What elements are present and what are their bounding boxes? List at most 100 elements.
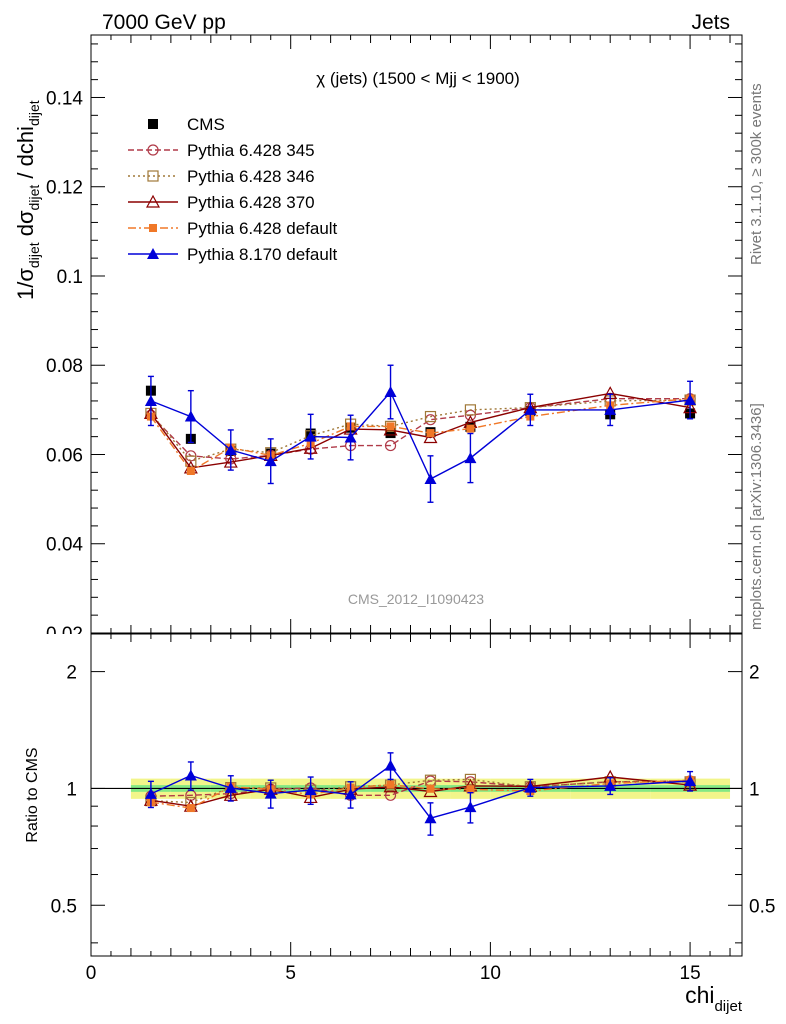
data-point	[224, 781, 237, 793]
legend-entry: Pythia 6.428 345	[128, 141, 315, 160]
series-line	[150, 779, 691, 809]
series-4	[144, 752, 697, 836]
main-ytick-label: 0.12	[46, 178, 83, 199]
data-point	[524, 781, 537, 793]
main-ytick-label: 0.1	[57, 267, 83, 288]
mcplots-label: mcplots.cern.ch [arXiv:1306.3436]	[748, 403, 765, 630]
series-line	[150, 390, 691, 480]
ylabel-subscript: dijet	[26, 242, 42, 268]
header-left: 7000 GeV pp	[102, 11, 226, 34]
data-point	[304, 784, 317, 796]
xlabel-part: chi	[685, 982, 714, 1008]
data-point	[184, 769, 197, 781]
main-ytick-label: 0.08	[46, 356, 83, 377]
data-point	[264, 455, 277, 467]
data-point	[144, 394, 157, 406]
data-point	[464, 773, 477, 786]
data-point	[464, 801, 477, 813]
data-point	[384, 439, 397, 452]
legend-label: Pythia 8.170 default	[187, 245, 338, 264]
ylabel-part: / dchi	[13, 126, 38, 185]
legend-entry: Pythia 6.428 default	[128, 219, 338, 238]
legend-marker	[147, 144, 159, 156]
data-point	[184, 410, 197, 422]
legend-label: CMS	[187, 115, 225, 134]
data-point	[384, 386, 397, 398]
series-5	[144, 364, 697, 503]
xtick-label: 10	[480, 963, 501, 984]
rivet-label: Rivet 3.1.10, ≥ 300k events	[748, 83, 765, 265]
ratio-ytick-label-right: 0.5	[749, 896, 775, 917]
legend: CMS Pythia 6.428 345 Pythia 6.428 346 Pythi…	[128, 115, 338, 264]
ylabel-part: dσ	[13, 210, 38, 242]
main-ytick-label: 0.06	[46, 445, 83, 466]
ratio-ytick-label-right: 1	[749, 779, 760, 800]
data-point	[524, 403, 537, 415]
data-point	[224, 444, 237, 456]
legend-label: Pythia 6.428 370	[187, 193, 315, 212]
series-line	[150, 778, 691, 804]
legend-marker	[148, 119, 158, 129]
plot-title: χ (jets) (1500 < Mjj < 1900)	[316, 69, 520, 88]
data-point	[466, 424, 475, 433]
data-point	[386, 422, 395, 431]
xtick-label: 5	[285, 963, 296, 984]
ratio-frame	[90, 633, 743, 957]
xtick-label: 0	[86, 963, 97, 984]
data-point	[385, 428, 396, 439]
xlabel-subscript: dijet	[714, 998, 742, 1015]
xtick-label: 15	[680, 963, 701, 984]
ratio-ytick-label: 0.5	[51, 896, 77, 917]
main-panel: 0.020.040.060.080.10.120.14χ (jets) (150…	[13, 34, 743, 646]
data-point	[466, 785, 475, 794]
legend-marker	[147, 170, 159, 182]
legend-entry: CMS	[148, 115, 225, 134]
ylabel-part: 1/σ	[13, 268, 38, 300]
legend-entry: Pythia 6.428 346	[128, 167, 315, 186]
ratio-ytick-label-right: 2	[749, 663, 760, 684]
data-point	[684, 394, 697, 406]
data-point	[144, 787, 157, 799]
data-point	[344, 788, 357, 800]
main-ytick-label: 0.04	[46, 535, 83, 556]
legend-label: Pythia 6.428 346	[187, 167, 315, 186]
data-point	[424, 473, 437, 485]
data-point	[384, 759, 397, 771]
ratio-ytick-label: 2	[66, 663, 77, 684]
legend-label: Pythia 6.428 default	[187, 219, 338, 238]
data-point	[464, 404, 477, 416]
ylabel-subscript: dijet	[26, 185, 42, 211]
series-line	[150, 398, 691, 472]
legend-entry: Pythia 6.428 370	[128, 193, 315, 212]
data-point	[304, 430, 317, 442]
label-mask	[20, 634, 90, 646]
xlabel: chidijet	[685, 982, 743, 1015]
series-line	[150, 398, 691, 460]
data-point	[464, 452, 477, 464]
legend-marker	[149, 224, 157, 232]
data-point	[186, 804, 195, 813]
main-ylabel: 1/σdijet dσdijet / dchidijet	[13, 100, 42, 300]
data-point	[344, 431, 357, 443]
ratio-ylabel: Ratio to CMS	[24, 747, 41, 842]
data-point	[604, 779, 617, 791]
series-line	[150, 776, 691, 807]
legend-label: Pythia 6.428 345	[187, 141, 315, 160]
main-ytick-label: 0.14	[46, 88, 83, 109]
series-line	[150, 392, 691, 469]
data-point	[424, 812, 437, 824]
series-line	[150, 764, 691, 820]
data-point	[386, 780, 395, 789]
data-point	[684, 775, 697, 787]
data-point	[604, 403, 617, 415]
ratio-ytick-label: 1	[66, 779, 77, 800]
main-frame	[90, 34, 743, 634]
legend-marker	[147, 248, 159, 259]
series-3	[143, 386, 698, 474]
header-right: Jets	[691, 11, 730, 34]
data-point	[426, 429, 435, 438]
watermark: CMS_2012_I1090423	[348, 591, 484, 607]
data-point	[186, 467, 195, 476]
